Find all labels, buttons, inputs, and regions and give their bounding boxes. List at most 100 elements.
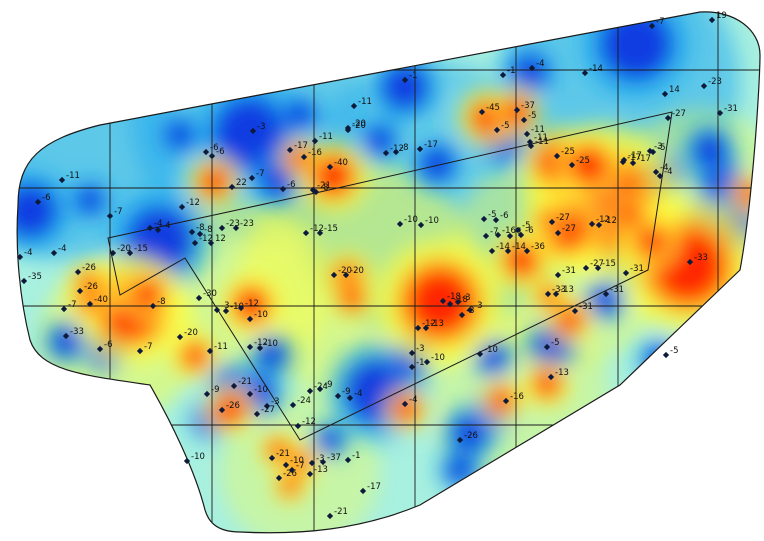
sample-point	[154, 226, 162, 234]
sample-point	[502, 397, 510, 405]
spot-ring	[17, 183, 58, 239]
sample-value-label: 12	[215, 234, 226, 244]
sample-value-label: 14	[669, 85, 680, 95]
coldspot-26	[503, 45, 557, 99]
coldspot-28	[157, 112, 203, 158]
hotspot-18	[120, 266, 176, 322]
sample-value-label: -26	[283, 469, 297, 479]
sample-value-label: -10	[484, 345, 498, 355]
sample-value-label: -7	[296, 461, 304, 471]
sample-value-label: -3	[466, 306, 474, 316]
sample-value-label: -1	[409, 71, 417, 81]
sample-value-label: -27	[672, 109, 686, 119]
sample-value-label: -4	[664, 167, 672, 177]
spot-ring	[618, 203, 642, 227]
sample-point	[306, 470, 314, 478]
sample-value-label: -5	[657, 143, 665, 153]
sample-value-label: -26	[82, 263, 96, 273]
sample-value-label: -30	[203, 289, 217, 299]
sample-value-label: -37	[521, 101, 535, 111]
sample-value-label: -6	[104, 340, 112, 350]
sample-value-label: -25	[561, 147, 575, 157]
sample-point	[248, 174, 256, 182]
sample-value-label: -6	[287, 180, 295, 190]
sample-value-label: -11	[319, 132, 333, 142]
sample-value-label: -25	[576, 156, 590, 166]
sample-value-label: -12	[245, 299, 259, 309]
spot-ring	[505, 243, 539, 277]
coldspot-12	[410, 137, 464, 191]
sample-point	[109, 249, 117, 257]
spot-ring	[637, 337, 683, 383]
sample-value-label: -11	[534, 133, 548, 143]
spot-ring	[75, 185, 105, 215]
sample-value-label: -17	[424, 140, 438, 150]
spot-ring	[692, 132, 728, 168]
sample-value-label: -10	[230, 302, 244, 312]
spot-ring	[234, 288, 268, 322]
sample-point	[342, 271, 350, 279]
sample-point	[408, 349, 416, 357]
sample-point	[326, 512, 334, 520]
sample-value-label: -10	[264, 339, 278, 349]
spot-ring	[589, 284, 621, 316]
sample-value-label: -3	[416, 344, 424, 354]
sample-value-label: -20	[117, 244, 131, 254]
sample-value-label: -9	[324, 380, 332, 390]
sample-point	[50, 249, 58, 257]
spot-ring	[216, 396, 244, 424]
sample-point	[319, 458, 327, 466]
sample-value-label: -11	[214, 342, 228, 352]
sample-value-label: -5	[551, 338, 559, 348]
sample-point	[289, 401, 297, 409]
sample-point	[476, 350, 484, 358]
spot-ring	[557, 307, 583, 333]
sample-value-label: -12	[302, 417, 316, 427]
sample-point	[306, 387, 314, 395]
sample-value-label: -7	[68, 300, 76, 310]
coldspot-34	[68, 178, 112, 222]
coldspot-25	[637, 337, 683, 383]
spot-ring	[407, 269, 473, 335]
sample-value-label: -16	[308, 148, 322, 158]
sample-value-label: -14	[512, 242, 526, 252]
sample-value-label: -8	[157, 297, 165, 307]
spot-ring	[268, 440, 288, 460]
hotspot-33	[529, 201, 567, 239]
sample-value-label: -11	[358, 97, 372, 107]
spot-ring	[133, 279, 163, 309]
sample-point	[106, 212, 114, 220]
sample-value-label: -27	[556, 213, 570, 223]
sample-value-label: -20	[338, 266, 352, 276]
sample-point	[346, 394, 354, 402]
coldspot-5	[369, 51, 441, 123]
hotspot-12	[554, 130, 624, 200]
sample-value-label: -10	[191, 452, 205, 462]
sample-value-label: -10	[254, 310, 268, 320]
sample-value-label: -27	[562, 224, 576, 234]
hotspot-32	[607, 192, 653, 238]
sample-value-label: -21	[276, 449, 290, 459]
sample-value-label: -12	[596, 215, 610, 225]
spot-ring	[538, 210, 558, 230]
study-area-boundary	[16, 11, 761, 534]
sample-value-label: -7	[256, 169, 264, 179]
sample-value-label: -31	[562, 266, 576, 276]
sample-value-label: -6	[42, 193, 50, 203]
sample-value-label: -35	[28, 272, 42, 282]
sample-value-label: -8	[400, 143, 408, 153]
sample-point	[458, 311, 466, 319]
coldspot-31	[311, 421, 349, 459]
sample-point	[422, 324, 430, 332]
sample-value-label: -13	[430, 319, 444, 329]
sample-value-label: -45	[486, 103, 500, 113]
sample-value-label: -1	[416, 358, 424, 368]
sample-point	[282, 461, 290, 469]
sample-value-label: -12	[422, 319, 436, 329]
sample-point	[268, 454, 276, 462]
sample-point	[359, 487, 367, 495]
sample-point	[218, 224, 226, 232]
coldspot-30	[683, 123, 737, 177]
sample-point	[275, 474, 283, 482]
sample-value-label: -21	[317, 181, 331, 191]
